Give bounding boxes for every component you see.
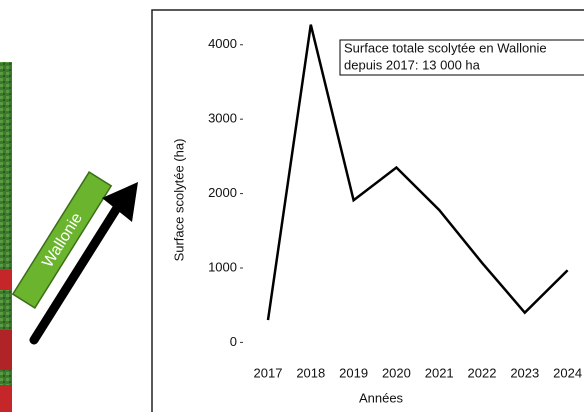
y-tick-label: 2000	[208, 185, 237, 200]
y-tick-label: 0	[230, 334, 237, 349]
y-tick-label: 4000	[208, 36, 237, 51]
arrow-shaft	[29, 195, 127, 345]
x-tick-label: 2021	[425, 365, 454, 380]
satellite-image	[0, 62, 12, 412]
annotation-line: depuis 2017: 13 000 ha	[344, 57, 481, 72]
x-tick-label: 2019	[339, 365, 368, 380]
x-axis-title: Années	[359, 390, 404, 405]
arrow-head	[102, 182, 138, 222]
x-tick-label: 2022	[468, 365, 497, 380]
banner-box	[11, 171, 113, 309]
x-tick-label: 2024	[553, 365, 582, 380]
annotation-line: Surface totale scolytée en Wallonie	[344, 40, 547, 55]
satellite-damage	[0, 330, 12, 370]
y-tick-label: 3000	[208, 111, 237, 126]
x-tick-label: 2017	[254, 365, 283, 380]
x-tick-label: 2020	[382, 365, 411, 380]
satellite-damage	[0, 385, 12, 412]
y-tick-label: 1000	[208, 259, 237, 274]
annotation-box	[339, 39, 584, 76]
x-tick-label: 2023	[510, 365, 539, 380]
chart-frame	[151, 9, 584, 417]
x-tick-label: 2018	[296, 365, 325, 380]
data-line	[266, 24, 569, 321]
y-axis-title: Surface scolytée (ha)	[171, 139, 186, 262]
satellite-damage	[0, 270, 12, 290]
